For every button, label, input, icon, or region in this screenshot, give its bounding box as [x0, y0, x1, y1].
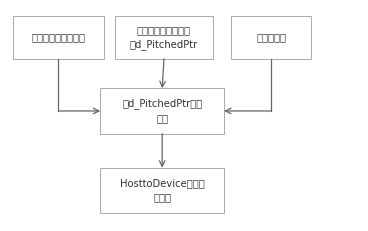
- Bar: [100, 168, 224, 213]
- Bar: [231, 16, 311, 59]
- Text: 为d_PitchedPtr分配
空间: 为d_PitchedPtr分配 空间: [122, 98, 202, 123]
- Bar: [100, 88, 224, 134]
- Bar: [13, 16, 104, 59]
- Text: 体数据主机内存指针: 体数据主机内存指针: [32, 32, 85, 42]
- Text: 体数据设备端数组指
针d_PitchedPtr: 体数据设备端数组指 针d_PitchedPtr: [130, 25, 198, 50]
- Text: 体数据大小: 体数据大小: [256, 32, 286, 42]
- Bar: [115, 16, 213, 59]
- Text: HosttoDevice方向数
据拷贝: HosttoDevice方向数 据拷贝: [120, 178, 205, 202]
